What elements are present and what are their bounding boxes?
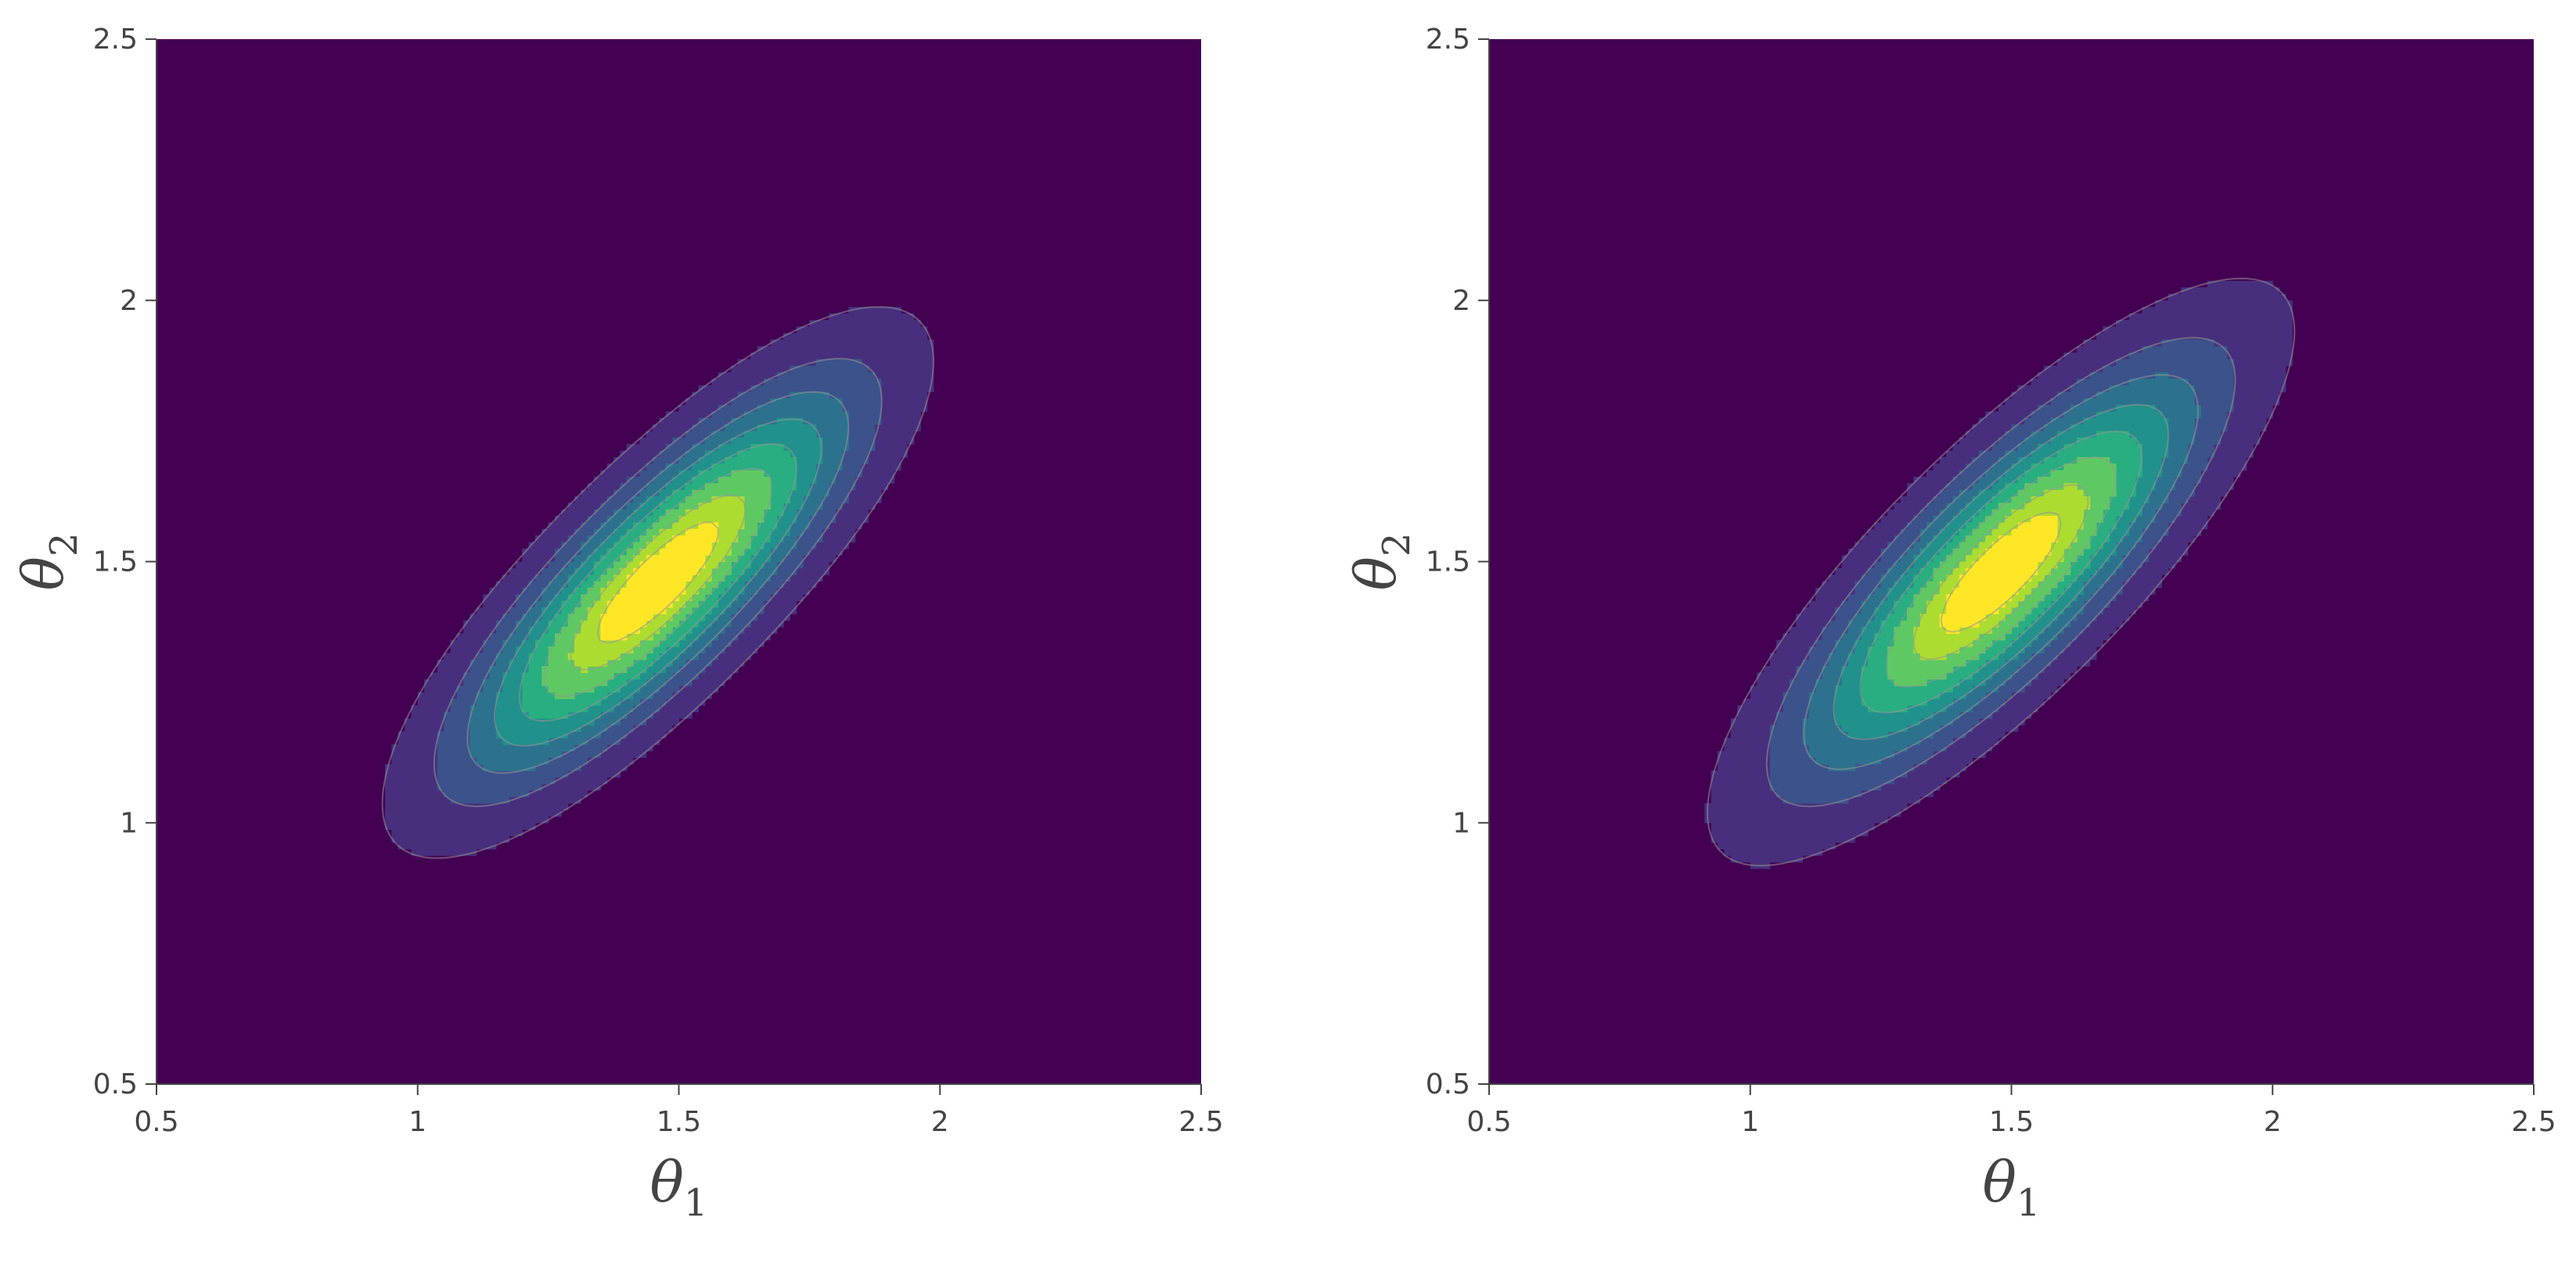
contour-line-7 <box>570 494 747 671</box>
contour-line-2 <box>433 358 883 808</box>
y-tick-label: 2.5 <box>93 23 138 56</box>
contour-line-3 <box>466 391 850 774</box>
x-axis-label: θ1 <box>1983 1149 2041 1225</box>
contour-line-1 <box>1707 277 2296 866</box>
contour-line-6 <box>1885 456 2117 688</box>
x-axis-label: θ1 <box>650 1149 708 1225</box>
contour-line-7 <box>1912 484 2089 661</box>
contour-line-5 <box>518 443 797 722</box>
contour-lines <box>381 306 934 859</box>
contour-line-4 <box>1833 404 2169 740</box>
y-axis-label: θ2 <box>1343 533 1419 591</box>
x-tick-label: 1.5 <box>657 1106 701 1138</box>
y-tick-label: 1 <box>120 807 138 839</box>
contour-line-3 <box>1803 373 2200 770</box>
x-tick-label: 2 <box>931 1106 949 1138</box>
x-tick-label: 1 <box>1741 1106 1759 1138</box>
x-tick-label: 1.5 <box>1989 1106 2034 1138</box>
x-tick-label: 1 <box>408 1106 426 1138</box>
contour-line-4 <box>494 418 822 747</box>
contour-line-5 <box>1859 430 2142 714</box>
contour-line-8 <box>596 521 719 644</box>
contour-line-1 <box>381 306 934 859</box>
x-tick-label: 2.5 <box>2511 1106 2556 1138</box>
contour-line-6 <box>543 467 773 697</box>
x-tick-label: 2 <box>2264 1106 2282 1138</box>
y-tick-label: 2 <box>120 285 138 317</box>
contour-level-8 <box>600 522 719 641</box>
contour-bands <box>385 307 934 856</box>
contour-level-8 <box>1939 516 2058 634</box>
y-axis-label: θ2 <box>10 533 86 591</box>
y-tick-label: 2.5 <box>1426 23 1470 56</box>
y-tick-label: 0.5 <box>1426 1068 1470 1100</box>
y-tick-label: 2 <box>1452 285 1470 317</box>
x-tick-label: 0.5 <box>134 1106 178 1138</box>
x-tick-label: 2.5 <box>1178 1106 1223 1138</box>
contour-fill-8 <box>600 522 719 641</box>
x-tick-label: 0.5 <box>1466 1106 1511 1138</box>
y-tick-label: 1 <box>1452 807 1470 839</box>
contour-lines <box>1707 277 2296 866</box>
contour-fill-8 <box>1939 516 2058 634</box>
y-tick-label: 1.5 <box>1426 546 1470 578</box>
contour-line-8 <box>1940 511 2062 633</box>
y-tick-label: 0.5 <box>93 1068 138 1100</box>
y-tick-label: 1.5 <box>93 546 138 578</box>
contour-line-2 <box>1765 337 2236 808</box>
